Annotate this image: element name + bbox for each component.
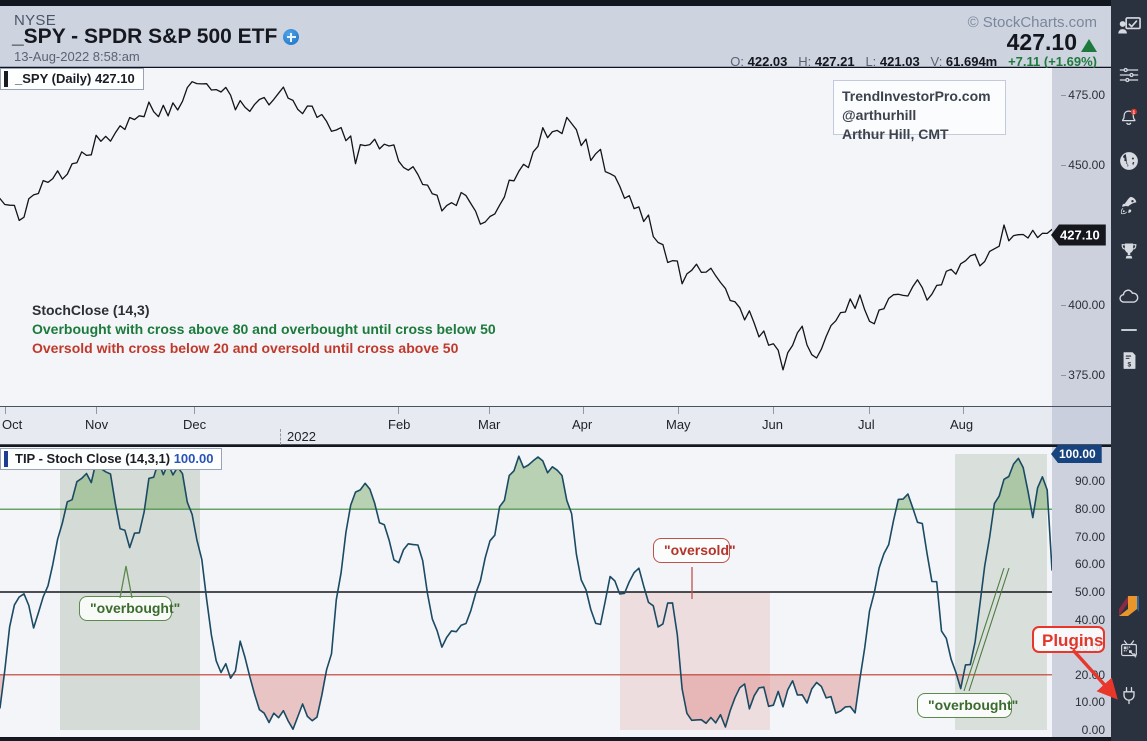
svg-text:1: 1 [1133, 110, 1136, 116]
svg-text:$: $ [1127, 361, 1131, 368]
